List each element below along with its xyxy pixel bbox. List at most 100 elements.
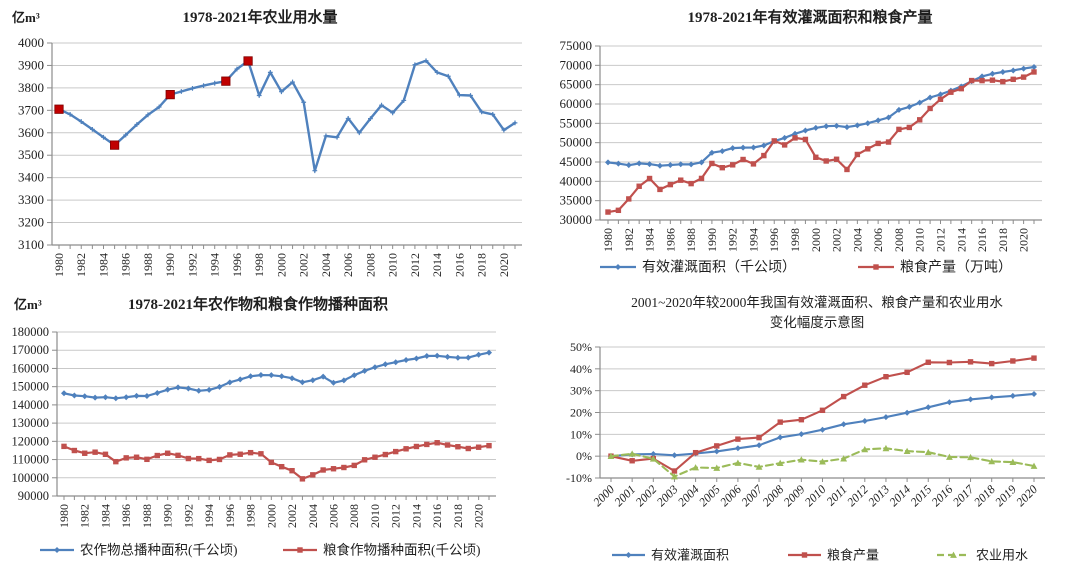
series-marker [1030, 462, 1038, 469]
x-axis-tick-label: 2008 [347, 504, 361, 528]
series-marker [312, 168, 318, 174]
series-marker [361, 457, 368, 463]
series-marker [948, 89, 954, 95]
series-marker [777, 434, 784, 441]
chart-title: 1978-2021年农业用水量 [183, 8, 338, 26]
series-marker [628, 450, 636, 457]
series-marker [798, 431, 805, 438]
series-marker [341, 464, 347, 471]
x-axis-tick-label: 1992 [726, 228, 740, 252]
x-axis-tick-label: 2009 [781, 482, 808, 509]
series-marker [390, 110, 396, 116]
series-marker [1031, 64, 1037, 71]
series-marker [299, 476, 306, 482]
series-line-1 [606, 70, 1036, 214]
x-axis-tick-label: 1984 [96, 253, 110, 277]
x-axis-tick-label: 2019 [992, 482, 1019, 509]
y-axis-tick-label: 70000 [560, 57, 593, 72]
x-axis-tick-label: 2018 [971, 482, 998, 509]
series-marker [709, 160, 715, 167]
chart-agricultural-water-use-svg: 4000 3900 3800 3700 3600 3500 3400 3300 3200 3100… [12, 8, 522, 277]
series-marker [896, 126, 902, 133]
series-marker [698, 175, 705, 182]
series-marker [479, 109, 485, 115]
series-marker [615, 207, 622, 214]
series-marker [268, 459, 275, 466]
series-marker [486, 349, 492, 356]
x-axis-tick-label: 1982 [78, 504, 92, 528]
series-marker [61, 443, 67, 450]
x-axis-tick-label: 1984 [98, 504, 112, 528]
series-marker [227, 452, 233, 458]
chart-title-line2: 变化幅度示意图 [770, 314, 865, 330]
legend-item-label: 农作物总播种面积(千公顷) [80, 543, 238, 558]
x-axis-tick-label: 1988 [684, 228, 698, 252]
series-marker [468, 93, 473, 98]
y-axis-tick-label: 3800 [18, 80, 44, 95]
series-marker [92, 449, 98, 455]
y-axis-tick-label: 3600 [18, 125, 44, 140]
series-marker [465, 354, 472, 361]
x-axis-tick-label: 2012 [389, 504, 403, 528]
series-marker [946, 453, 953, 460]
x-axis-tick-label: 2014 [430, 253, 444, 277]
series-marker [330, 379, 337, 386]
series-marker [671, 452, 678, 459]
series-marker [1000, 78, 1006, 85]
series-marker [323, 133, 329, 139]
series-marker [434, 70, 440, 75]
series-marker [412, 62, 418, 68]
series-marker [875, 140, 881, 147]
y-axis-unit-label: 亿m³ [14, 297, 42, 312]
series-marker [89, 127, 95, 132]
legend-item-label: 粮食产量 [827, 548, 879, 563]
legend-item-marker [873, 264, 879, 270]
series-marker [71, 447, 78, 454]
series-marker [206, 386, 213, 393]
y-axis-tick-label: 170000 [12, 343, 50, 357]
series-marker [301, 99, 307, 105]
series-marker [123, 132, 129, 138]
series-marker [797, 456, 805, 463]
series-marker [882, 444, 890, 452]
series-marker [862, 382, 868, 388]
y-axis-tick-label: 3400 [18, 170, 44, 185]
x-axis-tick-label: 1998 [788, 228, 802, 252]
series-marker [134, 122, 140, 127]
x-axis-tick-label: 2006 [717, 482, 744, 509]
series-marker [1020, 65, 1027, 72]
series-marker [865, 146, 871, 152]
y-axis-tick-label: 65000 [560, 77, 593, 92]
y-axis-tick-label: 120000 [12, 434, 50, 448]
x-axis-tick-label: 2001 [611, 482, 638, 509]
y-axis-tick-label: 160000 [12, 361, 50, 375]
series-marker [403, 357, 410, 364]
series-marker [212, 80, 218, 86]
series-marker [413, 443, 420, 450]
series-marker [164, 386, 171, 393]
series-marker [626, 196, 632, 202]
x-axis-tick-label: 2002 [297, 253, 311, 277]
legend-item-marker [297, 547, 303, 553]
series-marker [819, 426, 826, 433]
series-marker [112, 395, 119, 402]
series-marker [989, 77, 996, 83]
series-marker [734, 459, 742, 466]
chart-irrigated-area-and-grain-output: 75000 70000 65000 60000 55000 50000 45000 40000… [540, 0, 1080, 285]
series-marker [756, 442, 763, 449]
series-marker [61, 390, 67, 397]
series-marker [979, 77, 985, 84]
series-marker [885, 139, 892, 145]
series-marker [671, 468, 678, 474]
series-marker [237, 451, 243, 457]
x-axis-tick-label: 2000 [274, 253, 288, 277]
series-marker [1031, 390, 1037, 397]
series-marker [813, 154, 819, 160]
series-marker [802, 127, 809, 134]
y-axis-unit-label: 亿m³ [12, 10, 40, 25]
legend-item-marker [615, 264, 621, 270]
series-marker [156, 104, 162, 110]
x-axis-tick-label: 2018 [996, 228, 1010, 252]
chart-percent-change-vs-2000-svg: 50%40%30%20%10%0%-10%2000200120022003200… [566, 294, 1045, 563]
x-axis-tick-label: 2017 [950, 482, 978, 510]
